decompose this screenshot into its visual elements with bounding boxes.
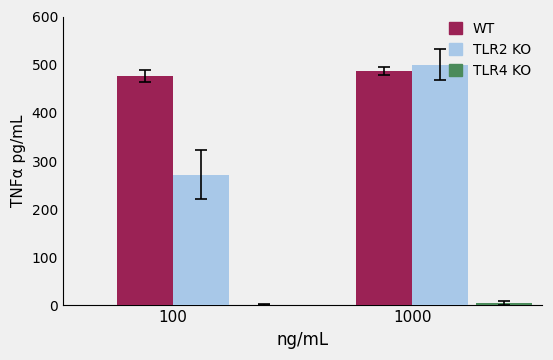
- Bar: [476, 303, 532, 306]
- Bar: [237, 305, 293, 306]
- X-axis label: ng/mL: ng/mL: [276, 331, 328, 349]
- Legend: WT, TLR2 KO, TLR4 KO: WT, TLR2 KO, TLR4 KO: [445, 18, 535, 82]
- Y-axis label: TNFα pg/mL: TNFα pg/mL: [11, 115, 26, 207]
- Bar: [356, 71, 412, 306]
- Bar: [117, 76, 173, 306]
- Bar: [173, 175, 228, 306]
- Bar: [412, 65, 468, 306]
